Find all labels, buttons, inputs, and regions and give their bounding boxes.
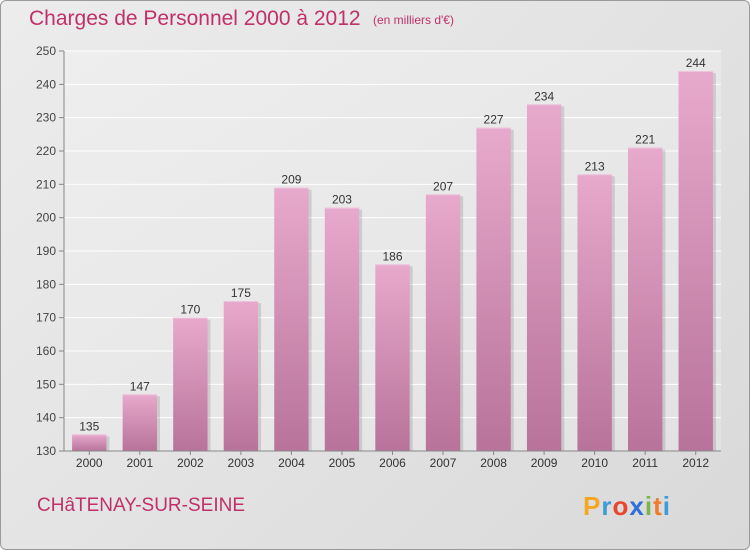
bar-2011: [628, 147, 663, 451]
bar-2009: [526, 104, 562, 451]
logo-letter: o: [612, 491, 630, 521]
y-tick-label: 180: [36, 277, 56, 291]
bar-2007: [425, 194, 461, 452]
bar-2005: [324, 207, 360, 451]
x-tick-label-2012: 2012: [682, 456, 709, 470]
chart-subtitle: (en milliers d'€): [373, 13, 454, 27]
logo-letter: x: [629, 491, 645, 521]
data-label-2001: 147: [130, 379, 150, 393]
data-label-2006: 186: [382, 249, 402, 263]
bar-2003: [223, 301, 259, 451]
data-label-2008: 227: [484, 113, 504, 127]
bar-2010: [577, 174, 612, 452]
data-label-2007: 207: [433, 179, 453, 193]
y-tick-label: 210: [36, 177, 56, 191]
data-label-2000: 135: [79, 419, 99, 433]
y-tick-label: 220: [36, 144, 56, 158]
axis-layer: 130 140 150 160 170 180 190 200 210 220 230 240 250 2…: [36, 44, 721, 470]
y-tick-label: 150: [36, 377, 56, 391]
y-tick-label: 200: [36, 211, 56, 225]
data-label-2009: 234: [534, 89, 554, 103]
x-tick-label-2011: 2011: [632, 456, 658, 470]
logo-letter: t: [653, 491, 663, 521]
y-tick-label: 160: [36, 344, 56, 358]
x-tick-label-2000: 2000: [76, 456, 103, 470]
data-label-2004: 209: [281, 173, 301, 187]
data-label-2011: 221: [635, 133, 655, 147]
y-tick-label: 140: [36, 411, 56, 425]
y-tick-label: 170: [36, 311, 56, 325]
x-tick-label-2010: 2010: [581, 456, 608, 470]
data-label-2010: 213: [585, 159, 605, 173]
logo-letter: r: [601, 491, 613, 521]
y-tick-label: 240: [36, 77, 56, 91]
chart-title: Charges de Personnel 2000 à 2012: [29, 7, 361, 30]
logo-letter: i: [644, 491, 654, 521]
data-label-2012: 244: [686, 56, 706, 70]
x-tick-label-2007: 2007: [430, 456, 457, 470]
y-tick-label: 130: [36, 444, 56, 458]
x-tick-label-2008: 2008: [480, 456, 507, 470]
bars-layer: [72, 71, 716, 452]
bar-2000: [72, 434, 107, 451]
bar-2004: [274, 187, 309, 451]
logo-letter: P: [583, 491, 602, 521]
data-label-2003: 175: [231, 286, 251, 300]
x-tick-label-2004: 2004: [278, 456, 305, 470]
x-tick-label-2006: 2006: [379, 456, 406, 470]
logo-letter: i: [662, 491, 671, 521]
x-tick-label-2009: 2009: [531, 456, 558, 470]
bar-2008: [476, 127, 511, 452]
x-tick-label-2002: 2002: [177, 456, 204, 470]
x-tick-label-2005: 2005: [329, 456, 356, 470]
y-tick-label: 230: [36, 111, 56, 125]
bar-2006: [375, 264, 410, 451]
bar-2012: [678, 71, 713, 451]
data-label-2002: 170: [180, 303, 200, 317]
data-label-2005: 203: [332, 193, 352, 207]
y-tick-label: 250: [36, 44, 56, 58]
labels-layer: 135 147 170 175 209 203 186 207 227 234 213 221 244: [79, 56, 706, 433]
commune-name: CHâTENAY-SUR-SEINE: [37, 495, 245, 516]
y-tick-label: 190: [36, 244, 56, 258]
proxiti-logo: Proxiti: [583, 491, 671, 522]
bar-2001: [122, 394, 157, 451]
x-tick-label-2003: 2003: [228, 456, 255, 470]
bar-2002: [173, 317, 208, 451]
x-tick-label-2001: 2001: [126, 456, 153, 470]
